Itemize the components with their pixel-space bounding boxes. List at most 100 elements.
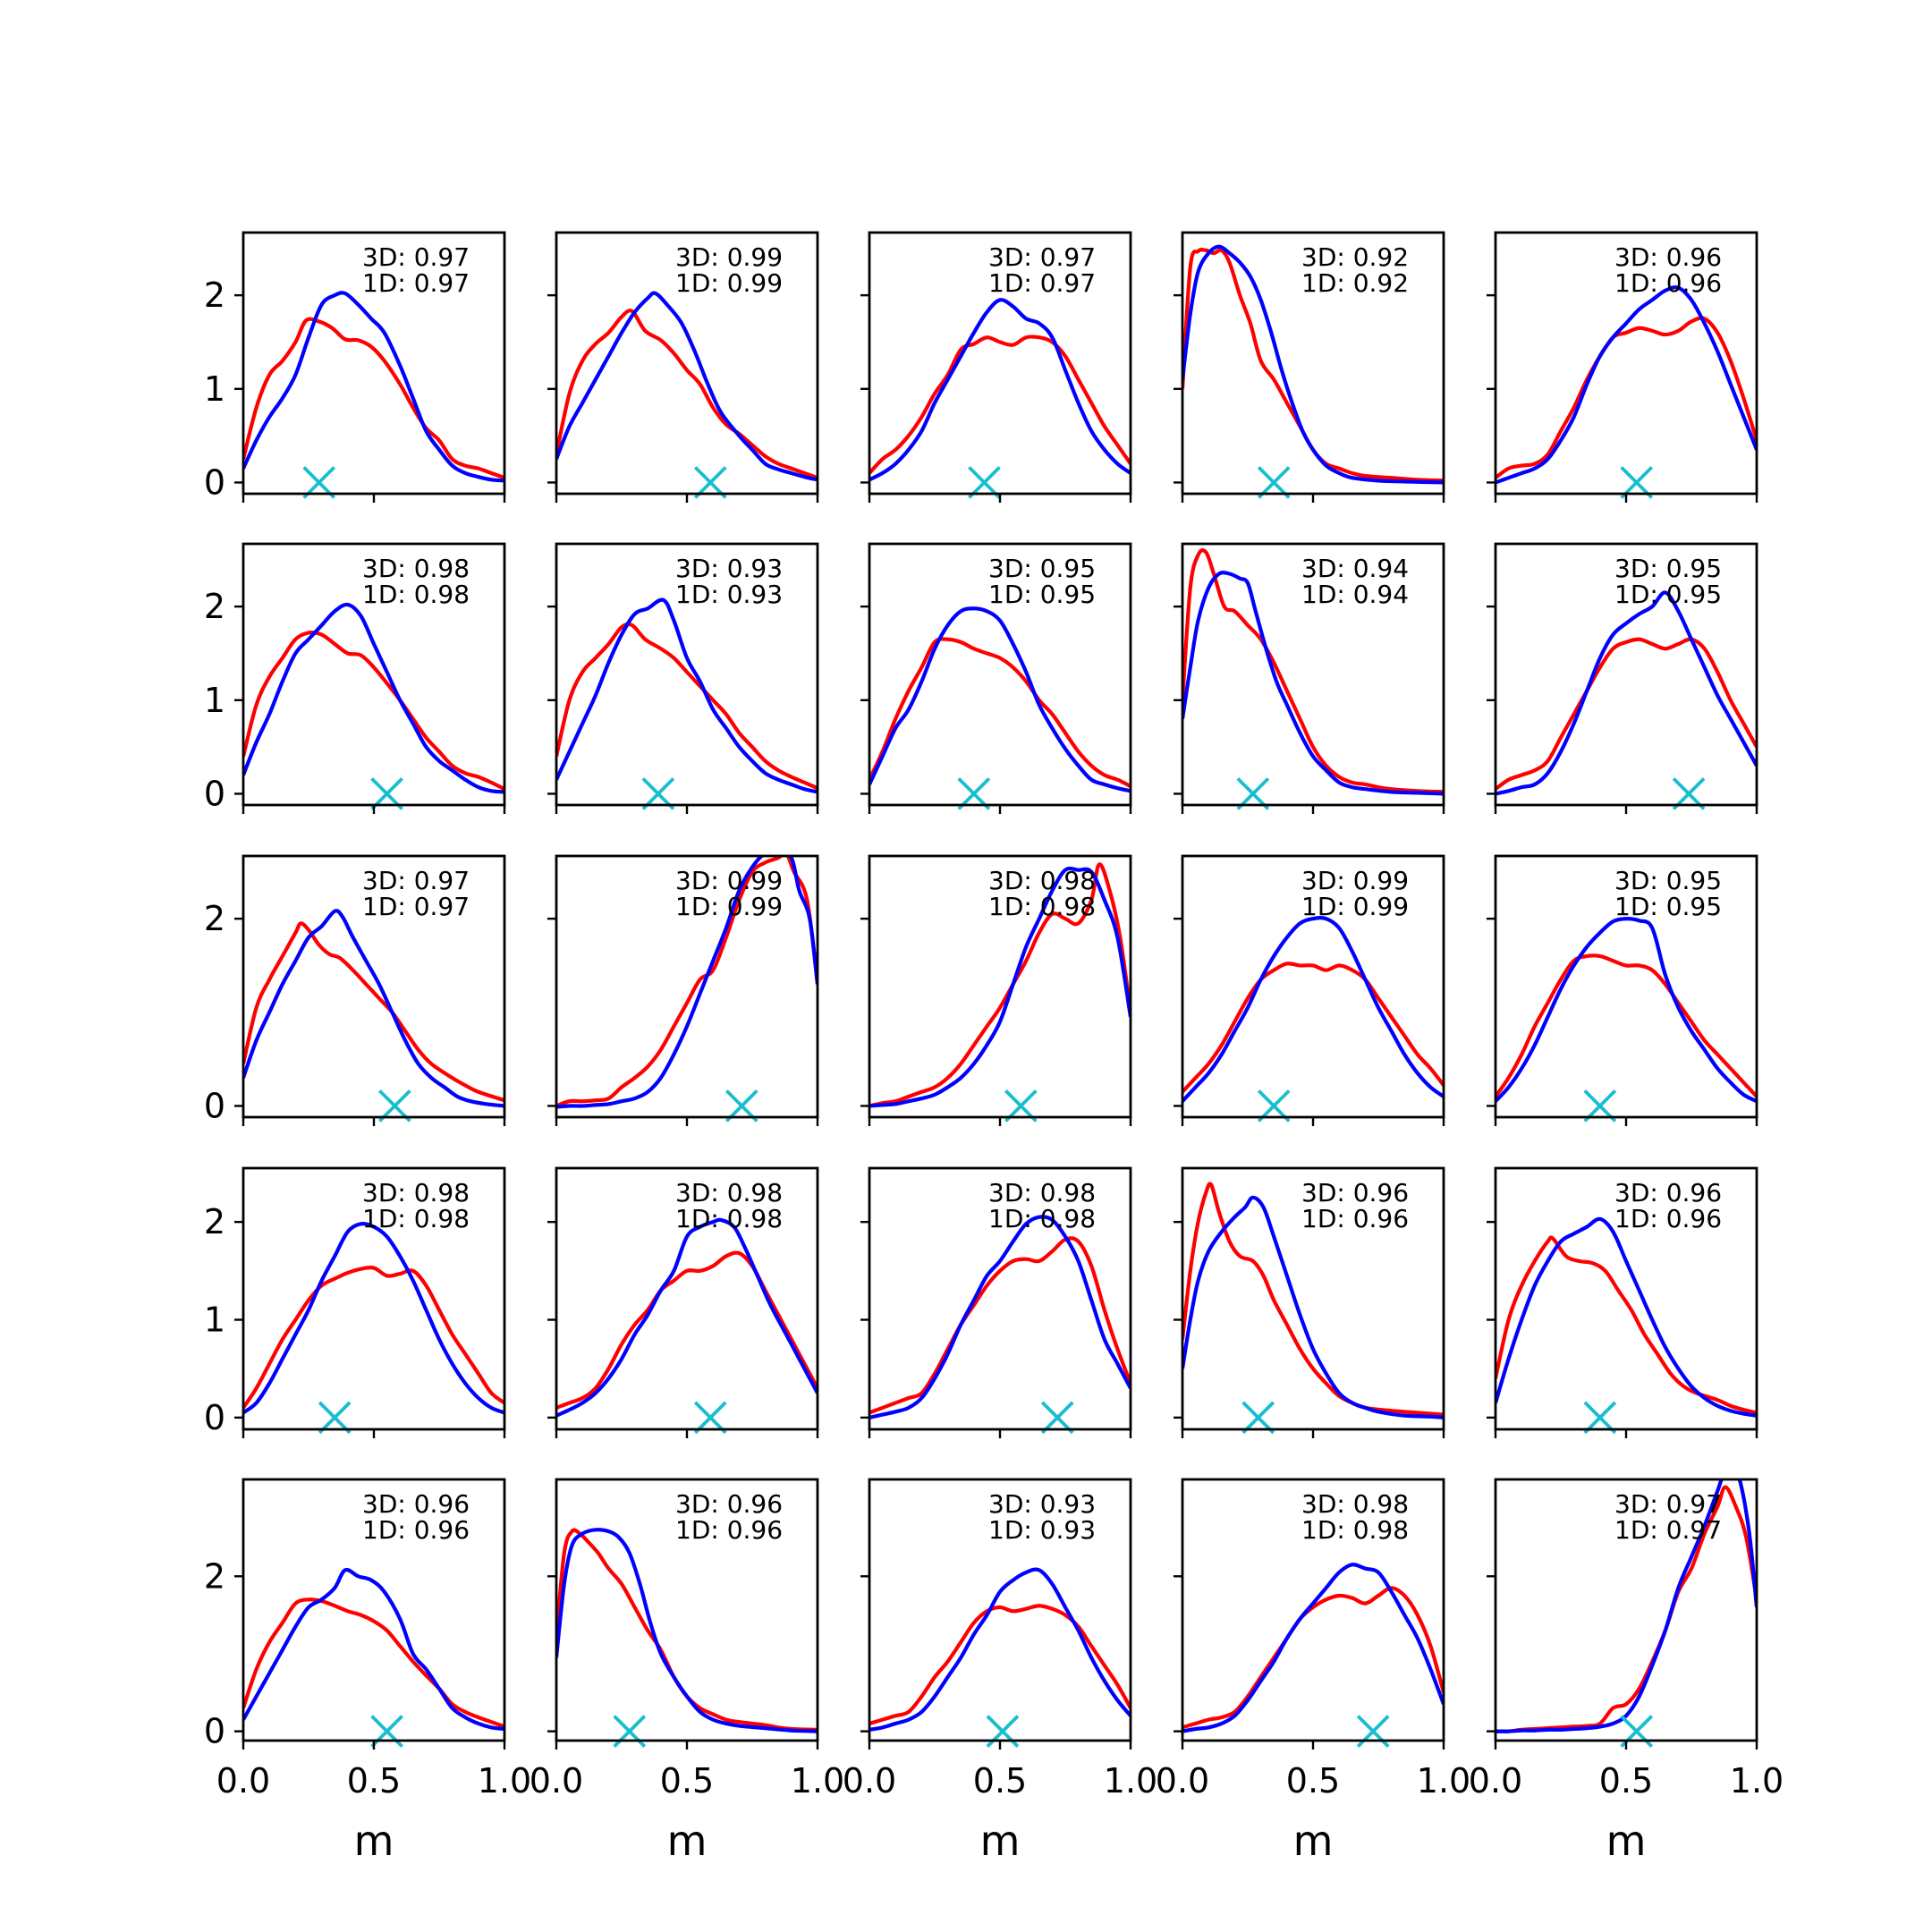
x-axis-label: m [1606, 1817, 1647, 1865]
y-tick-label: 1 [204, 1301, 225, 1340]
x-tick-label: 0.0 [530, 1761, 583, 1801]
score-1d-label: 1D: 0.98 [988, 1204, 1096, 1233]
score-3d-label: 3D: 0.99 [675, 242, 783, 272]
y-tick-label: 2 [204, 1202, 225, 1241]
series-blue-line [556, 1217, 818, 1418]
score-1d-label: 1D: 0.95 [1614, 892, 1722, 921]
score-1d-label: 1D: 0.98 [1301, 1515, 1409, 1545]
series-red-line [243, 630, 504, 792]
series-blue-line [243, 602, 504, 794]
score-3d-label: 3D: 0.95 [988, 554, 1096, 583]
y-tick-label: 0 [204, 462, 225, 502]
marker-x [1241, 1401, 1275, 1435]
score-3d-label: 3D: 0.94 [1301, 554, 1409, 583]
x-axis-label: m [980, 1817, 1021, 1865]
series-red-line [1496, 1235, 1757, 1415]
score-1d-label: 1D: 0.97 [988, 268, 1096, 298]
score-1d-label: 1D: 0.98 [362, 580, 470, 609]
series-blue-line [556, 291, 818, 482]
score-3d-label: 3D: 0.93 [675, 554, 783, 583]
score-1d-label: 1D: 0.97 [1614, 1515, 1722, 1545]
series-blue-line [243, 291, 504, 483]
score-3d-label: 3D: 0.96 [1614, 1178, 1722, 1208]
series-blue-line [869, 866, 1131, 1108]
series-red-line [869, 1236, 1131, 1415]
series-blue-line [243, 1222, 504, 1415]
score-3d-label: 3D: 0.96 [1301, 1178, 1409, 1208]
series-blue-line [869, 298, 1131, 482]
score-3d-label: 3D: 0.99 [675, 866, 783, 895]
series-blue-line [556, 856, 818, 1109]
series-blue-line [556, 1528, 818, 1733]
x-axis-label: m [1293, 1817, 1334, 1865]
score-1d-label: 1D: 0.95 [988, 580, 1096, 609]
score-1d-label: 1D: 0.96 [1614, 1204, 1722, 1233]
series-blue-line [1182, 1563, 1444, 1733]
score-3d-label: 3D: 0.98 [988, 1178, 1096, 1208]
x-tick-label: 0.5 [347, 1761, 401, 1801]
series-blue-line [1182, 1195, 1444, 1419]
x-axis-label: m [354, 1817, 394, 1865]
x-tick-label: 0.0 [1469, 1761, 1522, 1801]
marker-x [1583, 1401, 1617, 1435]
score-3d-label: 3D: 0.95 [1614, 554, 1722, 583]
score-3d-label: 3D: 0.93 [988, 1489, 1096, 1519]
x-tick-label: 1.0 [1417, 1761, 1470, 1801]
series-red-line [1182, 962, 1444, 1094]
x-tick-label: 0.5 [1599, 1761, 1653, 1801]
series-blue-line [243, 1567, 504, 1732]
score-3d-label: 3D: 0.96 [1614, 242, 1722, 272]
y-tick-label: 1 [204, 369, 225, 409]
score-1d-label: 1D: 0.96 [675, 1515, 783, 1545]
series-red-line [869, 637, 1131, 788]
score-1d-label: 1D: 0.99 [675, 892, 783, 921]
series-blue-line [1182, 571, 1444, 796]
series-blue-line [1182, 916, 1444, 1103]
y-tick-label: 2 [204, 587, 225, 626]
score-3d-label: 3D: 0.98 [362, 554, 470, 583]
y-tick-label: 2 [204, 275, 225, 315]
score-3d-label: 3D: 0.92 [1301, 242, 1409, 272]
score-1d-label: 1D: 0.95 [1614, 580, 1722, 609]
y-tick-label: 0 [204, 1712, 225, 1751]
series-blue-line [869, 1567, 1131, 1732]
x-tick-label: 1.0 [791, 1761, 844, 1801]
marker-x [693, 1401, 727, 1435]
score-1d-label: 1D: 0.98 [988, 892, 1096, 921]
x-tick-label: 0.5 [660, 1761, 714, 1801]
marker-x [1356, 1715, 1390, 1748]
score-3d-label: 3D: 0.97 [362, 242, 470, 272]
score-1d-label: 1D: 0.99 [1301, 892, 1409, 921]
series-blue-line [243, 909, 504, 1108]
series-red-line [556, 856, 818, 1108]
series-blue-line [556, 597, 818, 794]
series-blue-line [869, 1215, 1131, 1419]
y-tick-label: 0 [204, 1086, 225, 1125]
score-3d-label: 3D: 0.97 [988, 242, 1096, 272]
y-tick-label: 2 [204, 899, 225, 938]
series-blue-line [1496, 590, 1757, 796]
score-1d-label: 1D: 0.96 [1301, 1204, 1409, 1233]
score-1d-label: 1D: 0.92 [1301, 268, 1409, 298]
series-red-line [243, 1265, 504, 1410]
marker-x [370, 1715, 403, 1748]
score-3d-label: 3D: 0.99 [1301, 866, 1409, 895]
